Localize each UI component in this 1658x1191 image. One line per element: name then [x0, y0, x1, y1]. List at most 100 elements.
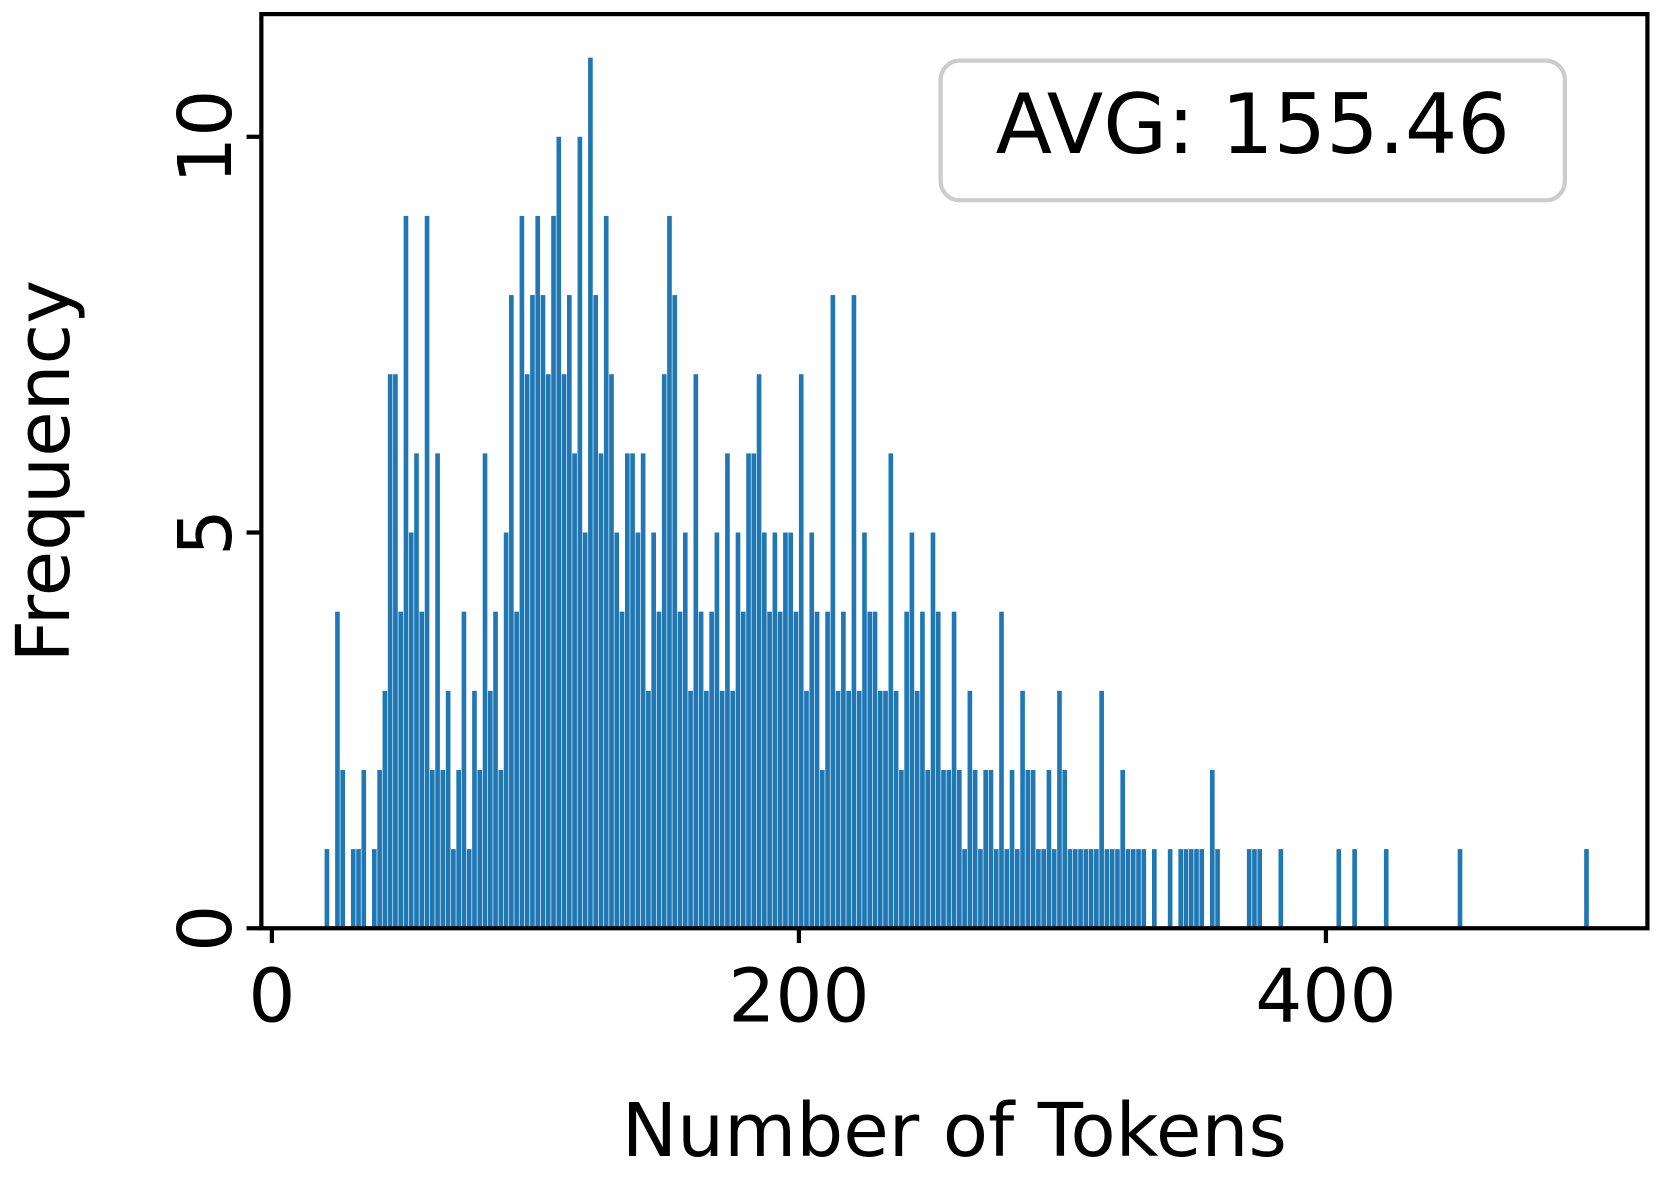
bar — [635, 532, 641, 929]
bar — [725, 453, 730, 929]
bar — [746, 453, 751, 929]
bar — [1062, 769, 1068, 929]
bar — [804, 690, 809, 929]
bar — [1014, 849, 1020, 929]
bar — [862, 532, 867, 929]
bar — [524, 374, 530, 929]
bar — [1257, 849, 1263, 929]
bar — [825, 611, 830, 929]
bar — [914, 690, 920, 929]
bar — [340, 769, 346, 929]
bar — [1120, 769, 1126, 929]
bar — [435, 453, 440, 929]
bar — [835, 690, 841, 929]
bar — [1057, 690, 1062, 929]
plot-frame — [259, 11, 1650, 931]
bar — [930, 532, 936, 929]
bar — [493, 611, 498, 929]
x-axis-label: Number of Tokens — [622, 1088, 1287, 1174]
bar — [809, 532, 815, 929]
bar — [719, 690, 725, 929]
bar — [1025, 769, 1031, 929]
bar — [350, 849, 356, 929]
bar — [598, 453, 604, 929]
bar — [646, 690, 651, 929]
y-tick-label: 5 — [163, 509, 249, 556]
bar — [335, 611, 340, 929]
bar — [414, 453, 419, 929]
bar — [1141, 849, 1147, 929]
bar — [909, 532, 915, 929]
bar — [424, 215, 430, 929]
bar — [856, 690, 862, 929]
bar — [1188, 849, 1194, 929]
bar — [899, 769, 904, 929]
bar — [556, 136, 562, 929]
bar — [693, 374, 699, 929]
bar — [957, 769, 962, 929]
bar — [661, 374, 667, 929]
bar — [983, 769, 989, 929]
bar — [509, 295, 514, 929]
bar — [962, 849, 967, 929]
bar — [883, 690, 888, 929]
bar — [941, 769, 946, 929]
bar — [1383, 849, 1389, 929]
bar — [1215, 849, 1220, 929]
bar — [704, 690, 709, 929]
bar — [667, 215, 672, 929]
bar — [393, 374, 398, 929]
bar — [456, 769, 461, 929]
bar — [688, 690, 693, 929]
bar — [382, 690, 388, 929]
bar — [735, 532, 741, 929]
bar — [920, 611, 925, 929]
bar — [1194, 849, 1199, 929]
bar — [714, 532, 720, 929]
bar — [1036, 849, 1041, 929]
bar — [356, 849, 361, 929]
bar — [1030, 769, 1036, 929]
bar — [888, 453, 894, 929]
bar — [398, 611, 404, 929]
bar — [867, 611, 873, 929]
bar — [324, 849, 330, 929]
bar — [1078, 849, 1083, 929]
bar — [561, 374, 567, 929]
bar — [798, 374, 804, 929]
bar — [1130, 849, 1136, 929]
bar — [925, 769, 931, 929]
bar — [466, 849, 472, 929]
bar — [872, 611, 878, 929]
bar — [677, 611, 683, 929]
bar — [1104, 849, 1110, 929]
bar — [1009, 769, 1015, 929]
bar — [1136, 849, 1141, 929]
bar — [567, 295, 572, 929]
annotation: AVG: 155.46 — [996, 77, 1510, 173]
annotation-box — [938, 58, 1568, 203]
bar — [630, 453, 635, 929]
y-axis-label: Frequency — [1, 280, 87, 663]
bar — [656, 611, 662, 929]
bar — [877, 690, 883, 929]
bar — [1072, 849, 1078, 929]
bar — [751, 453, 757, 929]
bar — [1584, 849, 1589, 929]
bar — [1083, 849, 1089, 929]
bar — [440, 769, 446, 929]
bar — [1278, 849, 1284, 929]
bar — [1115, 849, 1120, 929]
bar — [935, 611, 941, 929]
bar — [429, 769, 435, 929]
bar — [1046, 769, 1052, 929]
bar — [1020, 690, 1025, 929]
bar — [387, 374, 393, 929]
y-tick-label: 0 — [163, 905, 249, 952]
bar — [482, 453, 488, 929]
bar — [1336, 849, 1342, 929]
bar — [946, 769, 952, 929]
bar — [1252, 849, 1257, 929]
bar — [603, 215, 609, 929]
